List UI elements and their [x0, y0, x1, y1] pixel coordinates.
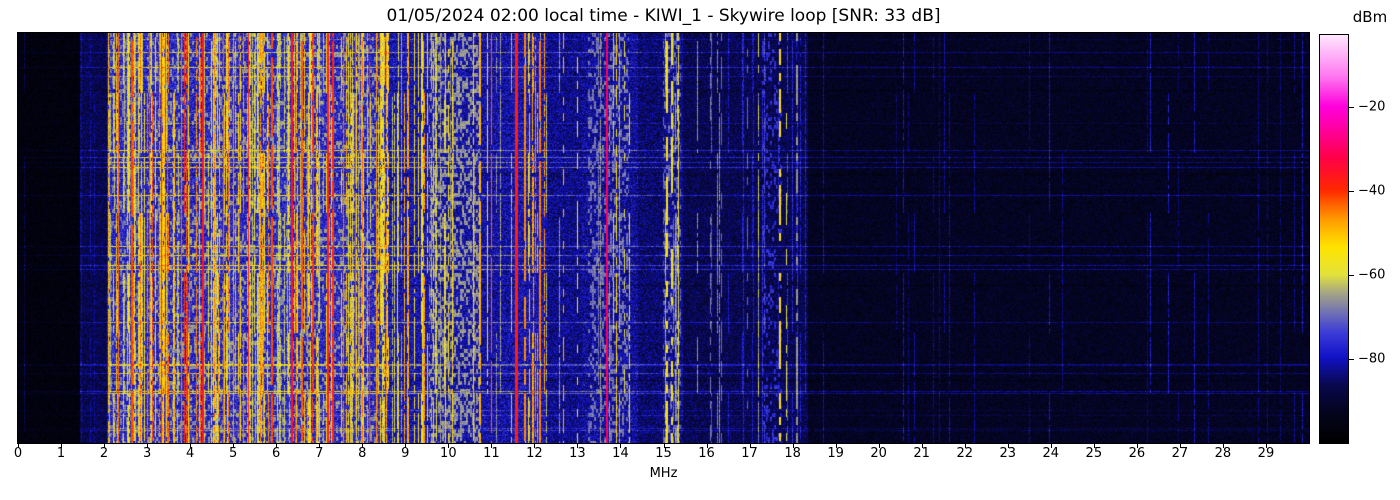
x-tick-label: 15	[655, 446, 672, 461]
x-tick-label: 22	[956, 446, 973, 461]
x-tick-mark	[878, 444, 880, 448]
x-tick-label: 13	[569, 446, 586, 461]
x-tick-label: 0	[13, 446, 23, 461]
x-tick-mark	[491, 444, 493, 448]
figure-title: 01/05/2024 02:00 local time - KIWI_1 - S…	[386, 6, 941, 26]
x-tick-mark	[534, 444, 536, 448]
x-tick-mark	[18, 444, 19, 448]
x-tick-label: 27	[1171, 446, 1189, 461]
x-tick-mark	[104, 444, 106, 448]
x-tick-label: 16	[698, 446, 715, 461]
x-tick-label: 24	[1042, 446, 1060, 461]
x-tick-label: 12	[526, 446, 543, 461]
x-tick-mark	[1222, 444, 1224, 448]
x-tick-mark	[362, 444, 364, 448]
colorbar-tick-mark	[1349, 106, 1354, 108]
x-tick-label: 14	[612, 446, 629, 461]
x-tick-mark	[577, 444, 579, 448]
x-tick-mark	[749, 444, 751, 448]
x-tick-mark	[276, 444, 278, 448]
x-tick-label: 3	[142, 446, 152, 461]
colorbar-tick-label: −60	[1358, 267, 1386, 283]
x-axis-label: MHz	[649, 466, 678, 481]
x-tick-label: 19	[827, 446, 844, 461]
x-tick-label: 17	[741, 446, 758, 461]
x-tick-label: 10	[440, 446, 457, 461]
waterfall-spectrogram-canvas	[18, 33, 1309, 443]
x-tick-mark	[835, 444, 837, 448]
x-tick-mark	[319, 444, 321, 448]
colorbar-tick-label: −80	[1358, 351, 1386, 367]
colorbar-tick-mark	[1349, 358, 1354, 360]
x-tick-mark	[1093, 444, 1095, 448]
x-tick-mark	[1050, 444, 1052, 448]
x-tick-mark	[190, 444, 192, 448]
x-tick-label: 8	[358, 446, 367, 461]
x-tick-mark	[1136, 444, 1138, 448]
x-tick-label: 11	[483, 446, 500, 461]
x-tick-label: 28	[1214, 446, 1232, 461]
x-tick-label: 21	[913, 446, 930, 461]
colorbar-gradient-canvas	[1320, 35, 1348, 443]
x-tick-label: 2	[99, 446, 109, 461]
x-tick-mark	[663, 444, 665, 448]
x-tick-mark	[448, 444, 450, 448]
x-tick-label: 1	[56, 446, 66, 461]
x-tick-mark	[792, 444, 794, 448]
colorbar-tick-label: −40	[1358, 183, 1386, 199]
colorbar-tick-mark	[1349, 274, 1354, 276]
x-tick-mark	[233, 444, 235, 448]
x-tick-mark	[405, 444, 407, 448]
x-tick-label: 26	[1128, 446, 1146, 461]
x-tick-mark	[147, 444, 149, 448]
colorbar-unit-label: dBm	[1352, 8, 1388, 26]
x-tick-mark	[1265, 444, 1267, 448]
x-tick-mark	[620, 444, 622, 448]
x-tick-mark	[1179, 444, 1181, 448]
x-tick-mark	[706, 444, 708, 448]
x-tick-mark	[921, 444, 923, 448]
x-tick-label: 4	[185, 446, 195, 461]
x-tick-mark	[1007, 444, 1009, 448]
colorbar	[1319, 34, 1349, 444]
x-tick-mark	[964, 444, 966, 448]
x-tick-label: 9	[401, 446, 410, 461]
x-tick-mark	[61, 444, 63, 448]
colorbar-tick-label: −20	[1358, 99, 1386, 114]
x-tick-label: 5	[229, 446, 238, 461]
x-tick-label: 18	[784, 446, 801, 461]
x-tick-label: 23	[999, 446, 1017, 461]
x-tick-label: 25	[1085, 446, 1103, 461]
colorbar-tick-mark	[1349, 190, 1354, 192]
x-tick-label: 29	[1257, 446, 1275, 461]
x-tick-label: 7	[315, 446, 324, 461]
x-tick-label: 20	[870, 446, 887, 461]
waterfall-plot-area	[17, 32, 1310, 444]
x-tick-label: 6	[272, 446, 281, 461]
